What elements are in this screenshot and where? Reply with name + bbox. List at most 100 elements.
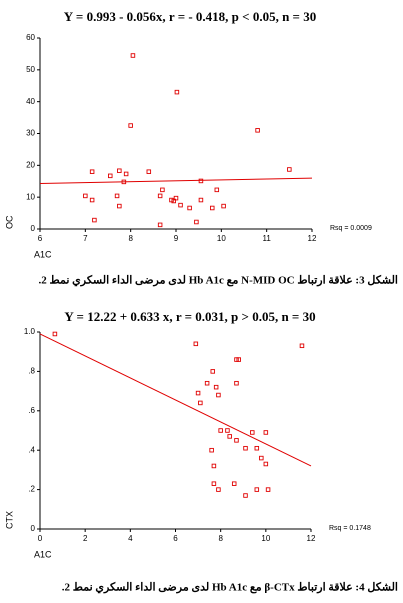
point <box>160 187 165 193</box>
point <box>214 187 220 193</box>
point <box>227 434 232 439</box>
point <box>194 219 199 225</box>
point <box>209 447 214 453</box>
point <box>178 202 183 208</box>
point <box>117 203 122 209</box>
y-axis-label: CTX <box>4 511 14 529</box>
point <box>231 481 237 486</box>
y-tick-label: 0 <box>31 224 36 233</box>
x-tick-label: 12 <box>307 534 316 543</box>
point <box>218 428 223 433</box>
y-tick-label: 60 <box>26 33 35 42</box>
point <box>108 173 113 179</box>
fit-line <box>39 177 313 184</box>
point <box>243 445 248 451</box>
point <box>123 171 129 177</box>
point <box>263 461 269 467</box>
point <box>130 53 136 58</box>
rsq-annotation: Rsq = 0.0009 <box>330 225 372 232</box>
y-tick-label: 0 <box>31 524 36 533</box>
figure-caption: الشكل 4: علاقة ارتباط β-CTx مع Hb A1c لد… <box>62 582 398 595</box>
y-tick-label: 40 <box>26 97 35 106</box>
y-tick-label: 50 <box>26 65 35 74</box>
point <box>259 455 264 461</box>
figure-caption: الشكل 3: علاقة ارتباط N-MID OC مع Hb A1c… <box>39 275 398 288</box>
x-tick-label: 0 <box>38 534 43 543</box>
point <box>198 197 204 203</box>
point <box>169 197 174 203</box>
y-axis-label: OC <box>4 215 14 229</box>
point <box>83 193 88 199</box>
x-tick-label: 8 <box>218 534 223 543</box>
x-axis-label: A1C <box>34 249 52 259</box>
point <box>211 481 217 486</box>
y-tick-label: .6 <box>28 406 35 415</box>
point <box>173 195 179 201</box>
point <box>255 128 260 133</box>
point <box>236 357 241 362</box>
point <box>117 168 122 173</box>
point <box>89 169 95 174</box>
point <box>157 222 163 228</box>
y-tick-label: .8 <box>28 367 35 376</box>
point <box>157 193 163 199</box>
y-tick-label: .4 <box>28 445 35 454</box>
x-tick-label: 6 <box>38 234 43 243</box>
chart-title: Y = 12.22 + 0.633 x, r = 0.031, p > 0.05… <box>64 309 315 324</box>
y-tick-label: 10 <box>26 192 35 201</box>
point <box>263 430 269 435</box>
x-tick-label: 11 <box>263 234 272 243</box>
point <box>216 392 221 398</box>
x-tick-label: 10 <box>217 234 226 243</box>
x-axis-label: A1C <box>34 549 52 559</box>
point <box>265 487 271 492</box>
x-tick-label: 10 <box>261 534 270 543</box>
x-tick-label: 4 <box>128 534 133 543</box>
point <box>254 487 260 492</box>
chart-title: Y = 0.993 - 0.056x, r = - 0.418, p < 0.0… <box>64 9 316 24</box>
point <box>198 178 204 184</box>
x-tick-label: 7 <box>83 234 88 243</box>
point <box>234 380 239 386</box>
point <box>234 438 239 443</box>
point <box>187 205 192 211</box>
point <box>174 89 180 95</box>
point <box>211 463 217 469</box>
point <box>216 487 221 492</box>
point <box>287 167 292 172</box>
point <box>213 384 219 390</box>
y-tick-label: .2 <box>28 485 35 494</box>
point <box>243 493 248 498</box>
x-tick-label: 6 <box>173 534 178 543</box>
x-tick-label: 12 <box>308 234 317 243</box>
point <box>193 341 199 347</box>
y-tick-label: 1.0 <box>24 327 36 336</box>
x-tick-label: 8 <box>128 234 133 243</box>
point <box>234 357 239 362</box>
x-tick-label: 9 <box>174 234 179 243</box>
point <box>299 343 305 349</box>
point <box>114 193 120 199</box>
point <box>171 198 176 204</box>
point <box>128 123 133 128</box>
point <box>204 380 210 386</box>
point <box>225 428 230 433</box>
point <box>89 197 95 203</box>
point <box>254 445 260 451</box>
point <box>195 390 201 396</box>
rsq-annotation: Rsq = 0.1748 <box>329 525 371 532</box>
point <box>210 369 216 374</box>
point <box>52 331 58 337</box>
x-tick-label: 2 <box>83 534 88 543</box>
point <box>198 400 203 406</box>
y-tick-label: 30 <box>26 129 35 138</box>
y-tick-label: 20 <box>26 160 35 169</box>
point <box>92 217 97 223</box>
point <box>221 203 226 209</box>
point <box>121 179 127 185</box>
point <box>210 205 215 211</box>
point <box>146 169 152 174</box>
point <box>250 430 255 435</box>
fit-line <box>39 333 312 467</box>
